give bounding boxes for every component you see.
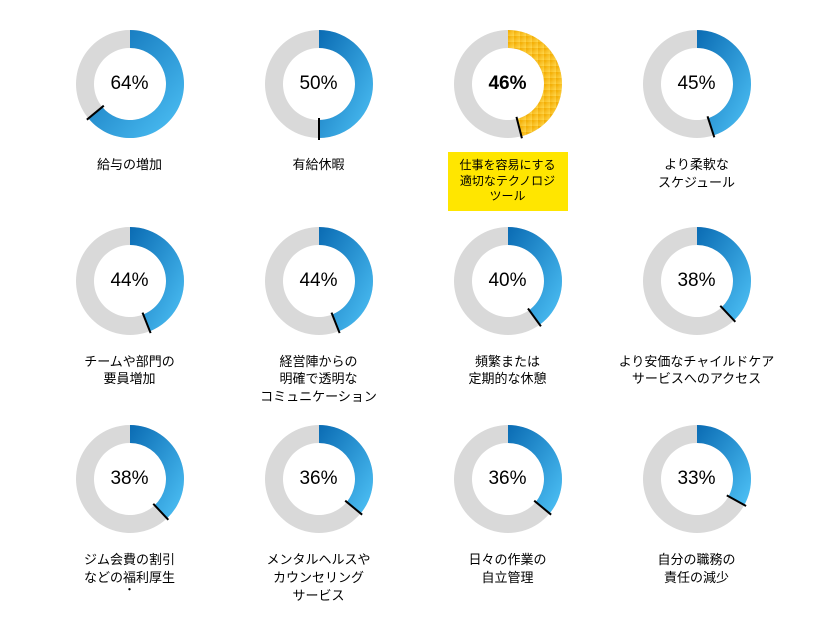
donut-percent: 36% (448, 419, 568, 539)
donut-wrap: 38% (70, 419, 190, 539)
donut-wrap: 36% (259, 419, 379, 539)
donut-label: 頻繁または 定期的な休憩 (448, 349, 568, 392)
donut-label: ジム会費の割引 などの福利厚生 (70, 547, 190, 599)
donut-label: チームや部門の 要員増加 (70, 349, 190, 392)
donut-cell: 33% 自分の職務の 責任の減少 (607, 419, 786, 608)
donut-cell: 45% より柔軟な スケジュール (607, 24, 786, 211)
donut-percent: 45% (637, 24, 757, 144)
donut-label: メンタルヘルスや カウンセリング サービス (259, 547, 379, 608)
donut-wrap: 46% (448, 24, 568, 144)
donut-grid: 64%給与の増加50%有給休暇46%仕事を容易にする 適切なテクノロジ ツール4… (0, 0, 826, 620)
donut-cell: 44% 経営陣からの 明確で透明な コミュニケーション (229, 221, 408, 410)
donut-label: 自分の職務の 責任の減少 (637, 547, 757, 590)
donut-cell: 46% 仕事を容易にする 適切なテクノロジ ツール (418, 24, 597, 211)
donut-percent: 46% (448, 24, 568, 144)
donut-percent: 64% (70, 24, 190, 144)
donut-cell: 38% ジム会費の割引 などの福利厚生 (40, 419, 219, 608)
donut-wrap: 45% (637, 24, 757, 144)
donut-wrap: 64% (70, 24, 190, 144)
donut-wrap: 44% (70, 221, 190, 341)
donut-label: 有給休暇 (259, 152, 379, 178)
donut-label: より柔軟な スケジュール (637, 152, 757, 195)
donut-cell: 38% より安価なチャイルドケア サービスへのアクセス (607, 221, 786, 410)
donut-percent: 38% (70, 419, 190, 539)
donut-cell: 40% 頻繁または 定期的な休憩 (418, 221, 597, 410)
donut-wrap: 36% (448, 419, 568, 539)
donut-percent: 38% (637, 221, 757, 341)
donut-cell: 50% 有給休暇 (229, 24, 408, 211)
donut-percent: 36% (259, 419, 379, 539)
donut-cell: 36% 日々の作業の 自立管理 (418, 419, 597, 608)
donut-wrap: 40% (448, 221, 568, 341)
donut-percent: 40% (448, 221, 568, 341)
donut-wrap: 44% (259, 221, 379, 341)
donut-label: より安価なチャイルドケア サービスへのアクセス (613, 349, 781, 392)
donut-cell: 44% チームや部門の 要員増加 (40, 221, 219, 410)
donut-label: 経営陣からの 明確で透明な コミュニケーション (254, 349, 383, 410)
donut-cell: 36% メンタルヘルスや カウンセリング サービス (229, 419, 408, 608)
donut-wrap: 50% (259, 24, 379, 144)
donut-cell: 64% 給与の増加 (40, 24, 219, 211)
donut-percent: 50% (259, 24, 379, 144)
donut-wrap: 33% (637, 419, 757, 539)
donut-label: 日々の作業の 自立管理 (448, 547, 568, 590)
donut-label: 給与の増加 (70, 152, 190, 178)
donut-percent: 44% (70, 221, 190, 341)
donut-percent: 44% (259, 221, 379, 341)
donut-label: 仕事を容易にする 適切なテクノロジ ツール (448, 152, 568, 211)
donut-percent: 33% (637, 419, 757, 539)
donut-wrap: 38% (637, 221, 757, 341)
